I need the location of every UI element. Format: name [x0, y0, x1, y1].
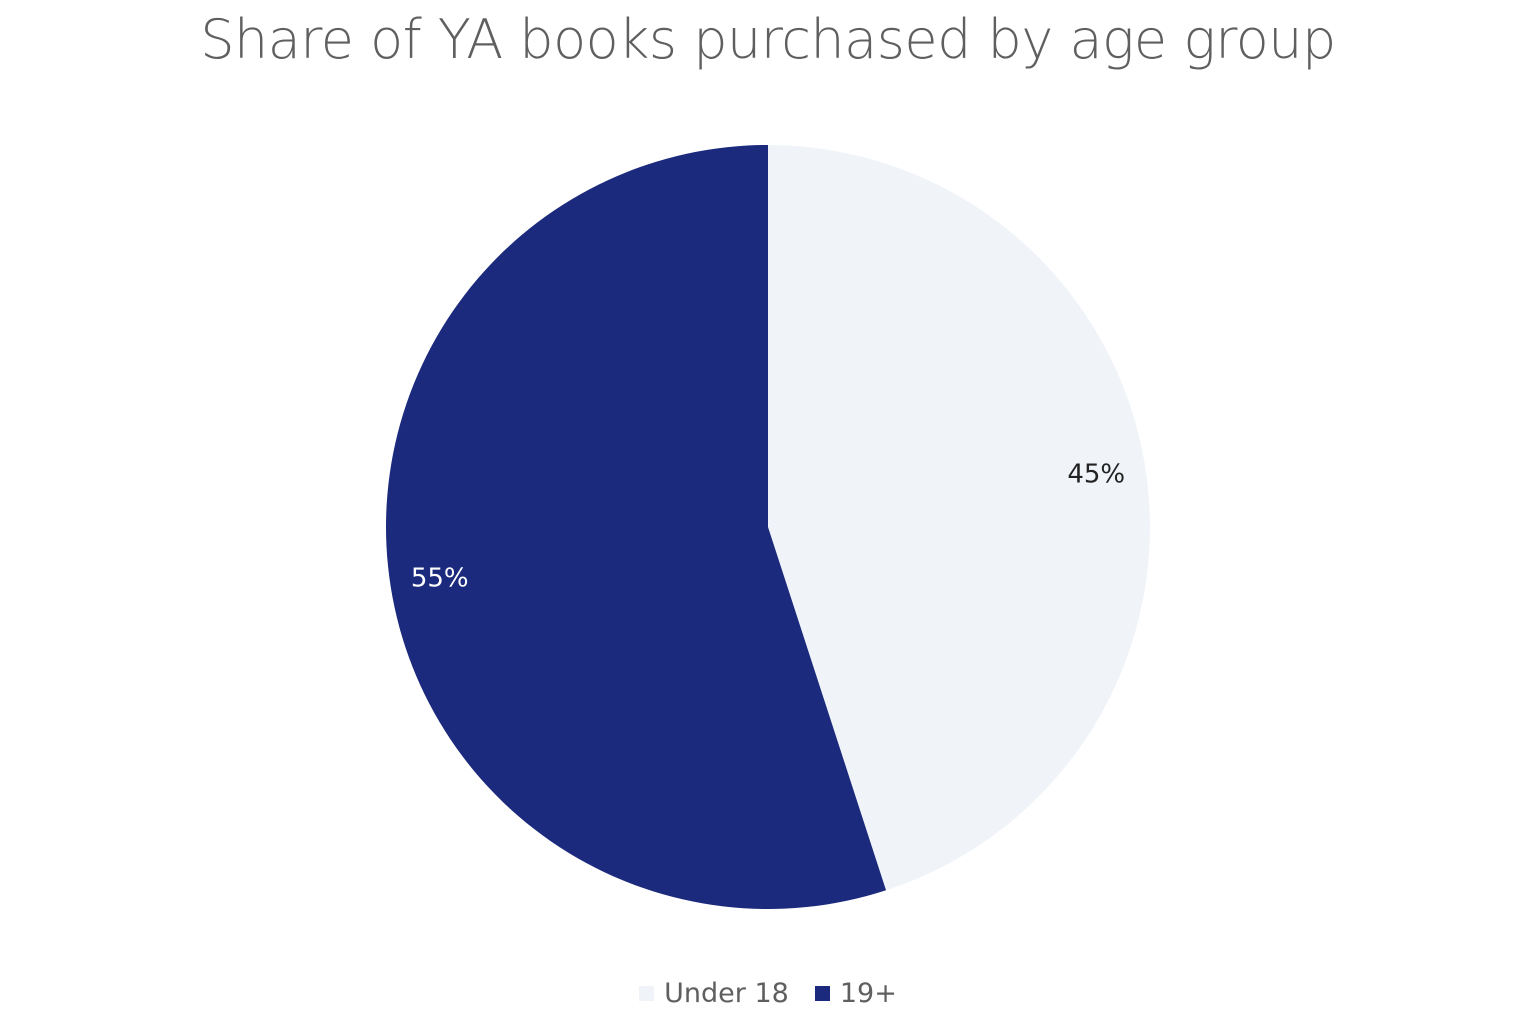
chart-title: Share of YA books purchased by age group — [200, 8, 1336, 71]
legend: Under 18 19+ — [0, 978, 1536, 1009]
legend-item-under-18[interactable]: Under 18 — [639, 978, 789, 1009]
pie-slice-under-18[interactable] — [768, 145, 1151, 891]
pie-slice-19-plus[interactable] — [386, 145, 887, 909]
data-label-under-18: 45% — [1067, 460, 1125, 490]
legend-label-19-plus: 19+ — [839, 978, 897, 1009]
legend-item-19-plus[interactable]: 19+ — [814, 978, 897, 1009]
legend-swatch-19-plus — [814, 986, 830, 1001]
data-label-19-plus: 55% — [411, 563, 469, 593]
legend-label-under-18: Under 18 — [664, 978, 789, 1009]
legend-swatch-under-18 — [639, 986, 655, 1001]
